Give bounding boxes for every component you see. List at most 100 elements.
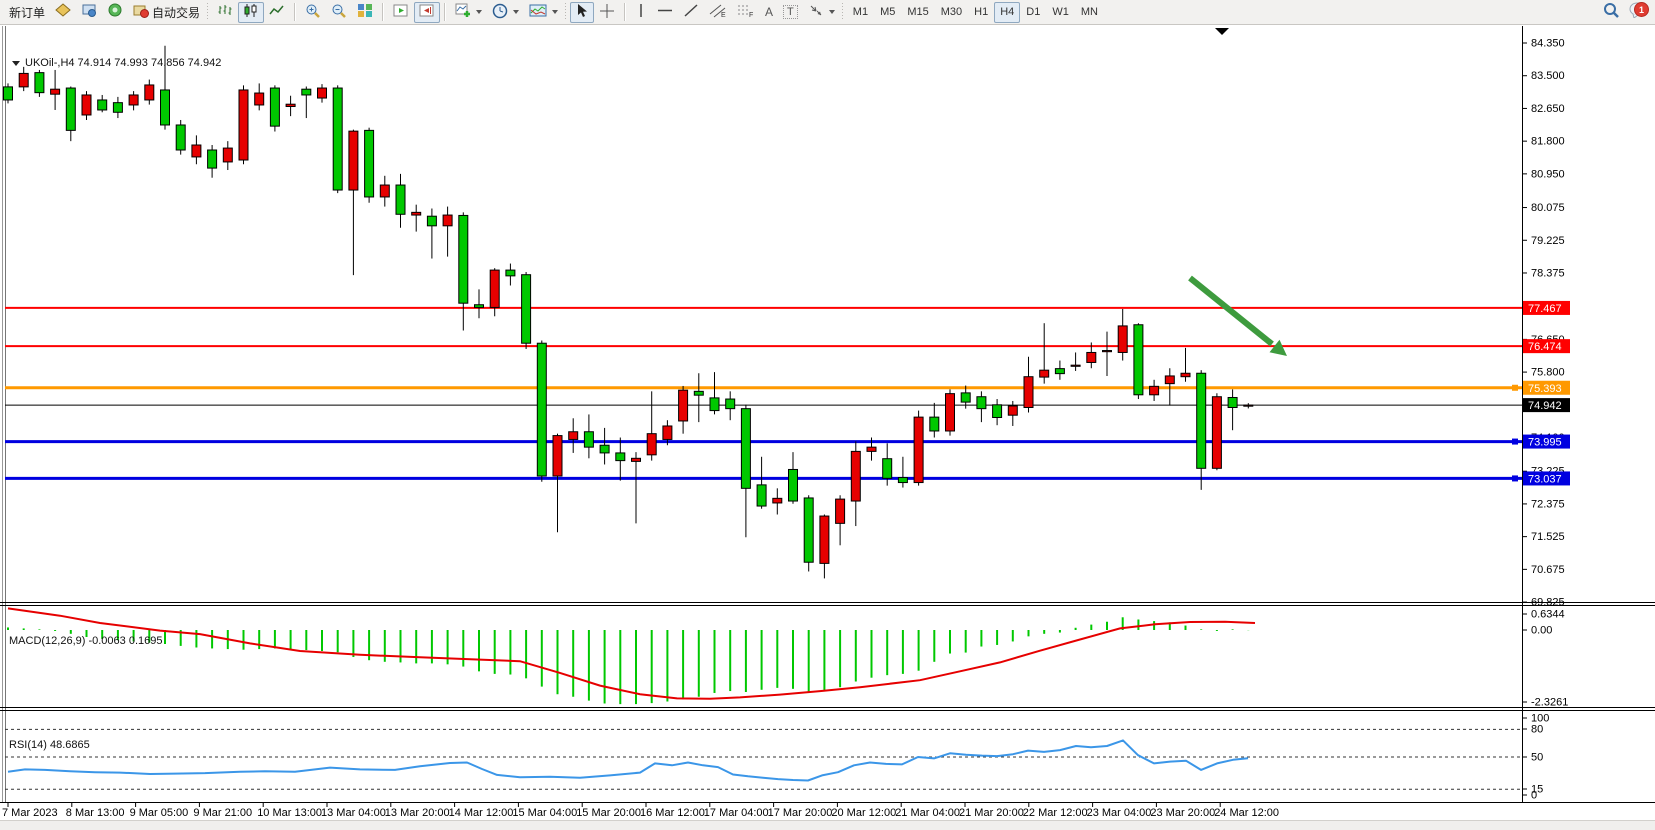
candle: [317, 84, 327, 103]
zoom-out-button[interactable]: [326, 2, 352, 23]
templates-button[interactable]: [524, 2, 563, 23]
fibonacci-button[interactable]: F: [732, 2, 760, 23]
indicators-button[interactable]: [450, 2, 487, 23]
cursor-button[interactable]: [570, 1, 595, 23]
svg-text:9 Mar 05:00: 9 Mar 05:00: [130, 807, 189, 819]
candle: [97, 94, 108, 113]
svg-text:70.675: 70.675: [1531, 564, 1565, 576]
navigator-button[interactable]: [102, 2, 128, 23]
timeframe-mn[interactable]: MN: [1075, 2, 1104, 23]
notification-badge: 1: [1634, 2, 1649, 17]
chart-dropdown-icon[interactable]: [12, 60, 20, 66]
toolbar-grip: [840, 3, 844, 21]
candlestick-chart-button[interactable]: [238, 1, 265, 23]
chart-canvas[interactable]: 84.350 83.500 82.650 81.800 80.950 80.075 79.2…: [0, 26, 1655, 820]
search-icon: [1603, 2, 1620, 22]
candle: [18, 66, 29, 92]
candle: [1054, 360, 1065, 380]
arrows-button[interactable]: [803, 2, 840, 23]
candle: [1196, 370, 1207, 490]
timeframe-m15[interactable]: M15: [901, 2, 934, 23]
toolbar-separator: [624, 3, 627, 21]
timeframe-m1[interactable]: M1: [847, 2, 874, 23]
zoom-in-button[interactable]: [300, 2, 326, 23]
horizontal-line-73.037[interactable]: [5, 475, 1522, 482]
svg-text:13 Mar 20:00: 13 Mar 20:00: [385, 807, 450, 819]
text-button[interactable]: A: [760, 2, 778, 23]
chart-shift-button[interactable]: [414, 1, 441, 23]
price-label-77.467: 77.467: [1523, 300, 1570, 315]
candle: [913, 410, 924, 486]
chart-window[interactable]: UKOil-,H4 74.914 74.993 74.856 74.942 MA…: [0, 26, 1655, 820]
timeframe-w1[interactable]: W1: [1046, 2, 1075, 23]
price-axis: 84.350 83.500 82.650 81.800 80.950 80.075 79.2…: [1522, 38, 1565, 609]
timeframe-m30[interactable]: M30: [935, 2, 968, 23]
svg-text:50: 50: [1531, 752, 1543, 764]
auto-trading-button[interactable]: 自动交易: [128, 2, 205, 23]
horizontal-line-button[interactable]: [652, 2, 678, 23]
candle: [489, 268, 500, 317]
candle: [646, 391, 657, 461]
text-label-button[interactable]: T: [778, 2, 803, 23]
svg-text:9 Mar 21:00: 9 Mar 21:00: [193, 807, 252, 819]
cursor-icon: [575, 3, 589, 21]
timeframe-h1[interactable]: H1: [968, 2, 994, 23]
candle: [929, 402, 940, 438]
tile-windows-button[interactable]: [352, 2, 378, 23]
data-window-button[interactable]: [76, 2, 102, 23]
trendline-button[interactable]: [678, 2, 704, 23]
dropdown-arrow-icon: [476, 10, 483, 14]
text-label-icon: T: [783, 5, 798, 19]
candle: [945, 389, 955, 436]
new-order-button[interactable]: 新订单: [4, 2, 50, 23]
candle: [238, 85, 249, 165]
candle: [1227, 389, 1238, 431]
tile-windows-icon: [357, 3, 373, 21]
svg-text:8 Mar 13:00: 8 Mar 13:00: [66, 807, 125, 819]
candle: [458, 212, 469, 331]
svg-text:75.800: 75.800: [1531, 367, 1565, 379]
bar-chart-button[interactable]: [212, 2, 238, 23]
candle: [1007, 400, 1018, 426]
candle: [332, 85, 343, 194]
candlestick-chart-icon: [243, 3, 259, 21]
line-chart-button[interactable]: [264, 2, 290, 23]
search-button[interactable]: [1598, 2, 1625, 23]
svg-text:23 Mar 20:00: 23 Mar 20:00: [1150, 807, 1215, 819]
community-button[interactable]: 1: [1625, 1, 1651, 23]
auto-scroll-button[interactable]: [388, 2, 414, 23]
horizontal-line-73.995[interactable]: [5, 438, 1522, 445]
trend-arrow-annotation[interactable]: [1188, 275, 1287, 356]
market-watch-button[interactable]: [50, 2, 76, 23]
channel-button[interactable]: E: [704, 2, 732, 23]
timeframe-h4[interactable]: H4: [994, 1, 1021, 23]
candle: [756, 456, 767, 509]
toolbar-separator: [382, 3, 385, 21]
candle: [1023, 356, 1034, 413]
candle: [976, 391, 987, 423]
svg-text:23 Mar 04:00: 23 Mar 04:00: [1087, 807, 1152, 819]
candle: [128, 91, 139, 111]
dropdown-arrow-icon: [513, 10, 520, 14]
timeframe-d1[interactable]: D1: [1020, 2, 1046, 23]
timeframe-m5[interactable]: M5: [874, 2, 901, 23]
candle: [34, 69, 45, 97]
toolbar-separator: [444, 3, 447, 21]
vertical-line-button[interactable]: [630, 2, 652, 23]
chart-title: UKOil-,H4 74.914 74.993 74.856 74.942: [12, 57, 221, 69]
candle: [50, 69, 61, 110]
indicators-icon: [455, 3, 471, 21]
candle: [819, 514, 830, 579]
periods-button[interactable]: [487, 2, 524, 23]
horizontal-line-75.393[interactable]: [5, 384, 1522, 391]
svg-text:73.037: 73.037: [1528, 473, 1562, 485]
rsi-line: [7, 739, 1249, 782]
macd-indicator-label: MACD(12,26,9) -0.0063 0.1695: [9, 635, 163, 647]
candle: [1086, 342, 1097, 369]
chart-shift-marker[interactable]: [1215, 28, 1229, 35]
candle: [1070, 352, 1081, 371]
svg-text:F: F: [749, 12, 753, 18]
fibonacci-icon: F: [737, 3, 755, 21]
crosshair-button[interactable]: [594, 2, 620, 23]
svg-text:15 Mar 04:00: 15 Mar 04:00: [512, 807, 577, 819]
